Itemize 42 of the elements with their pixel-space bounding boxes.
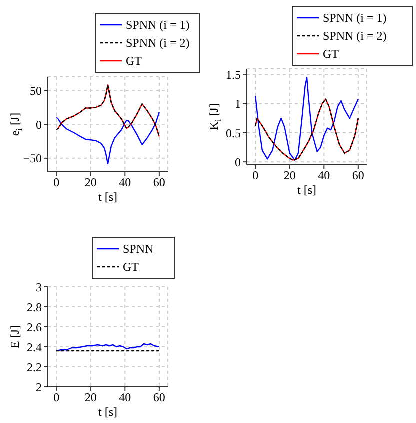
y-tick-label: −50 bbox=[23, 152, 42, 166]
x-axis-title: t [s] bbox=[98, 405, 118, 419]
y-tick-label: 1 bbox=[235, 97, 241, 112]
y-tick-label: 2.4 bbox=[27, 340, 42, 354]
legend-label: SPNN (i = 1) bbox=[126, 17, 190, 34]
x-tick-label: 60 bbox=[153, 176, 166, 190]
line-series bbox=[56, 343, 160, 352]
y-tick-label: 2.8 bbox=[27, 300, 42, 314]
x-tick-label: 0 bbox=[54, 176, 60, 190]
y-tick-label: 3 bbox=[36, 280, 42, 294]
legend-label: SPNN bbox=[123, 241, 154, 258]
y-tick-label: 1.5 bbox=[226, 68, 241, 82]
y-tick-label: 50 bbox=[30, 84, 42, 98]
y-tick-label: 0.5 bbox=[226, 126, 241, 140]
legend-label: SPNN (i = 2) bbox=[323, 28, 387, 45]
line-series bbox=[56, 112, 160, 164]
y-axis-title: E [J] bbox=[8, 326, 22, 348]
x-tick-label: 40 bbox=[119, 390, 132, 405]
y-tick-label: 2.6 bbox=[27, 320, 42, 334]
x-axis-title: t [s] bbox=[98, 190, 118, 204]
line-series bbox=[254, 98, 360, 161]
line-series bbox=[254, 77, 360, 161]
y-tick-label: 2.2 bbox=[27, 360, 42, 374]
x-tick-label: 40 bbox=[119, 176, 132, 190]
x-tick-label: 60 bbox=[352, 168, 364, 183]
x-tick-label: 20 bbox=[84, 176, 97, 190]
x-axis-title: t [s] bbox=[298, 183, 316, 197]
line-series bbox=[56, 84, 160, 138]
x-tick-label: 0 bbox=[54, 390, 60, 405]
x-tick-label: 40 bbox=[318, 168, 330, 183]
y-tick-label: 0 bbox=[36, 118, 42, 132]
y-tick-label: 2 bbox=[36, 380, 42, 394]
x-tick-label: 0 bbox=[252, 168, 259, 183]
legend-label: GT bbox=[323, 46, 339, 63]
legend-label: SPNN (i = 2) bbox=[126, 35, 190, 52]
legend-label: GT bbox=[123, 259, 139, 276]
x-tick-label: 60 bbox=[153, 390, 166, 405]
x-tick-label: 20 bbox=[84, 390, 97, 405]
legend-label: SPNN (i = 1) bbox=[323, 10, 387, 27]
x-tick-label: 20 bbox=[284, 168, 296, 183]
y-tick-label: 0 bbox=[235, 155, 241, 170]
legend-label: GT bbox=[126, 53, 142, 70]
